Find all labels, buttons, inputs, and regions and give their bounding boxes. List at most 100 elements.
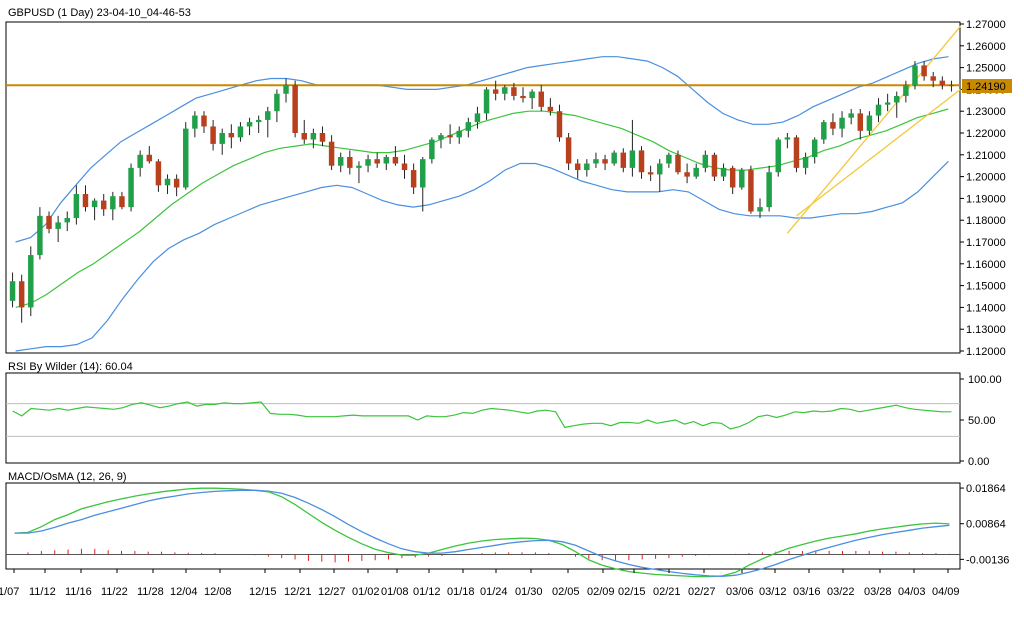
candle-body xyxy=(693,167,699,177)
candle-body xyxy=(502,87,508,94)
candle-body xyxy=(757,207,763,212)
candle-body xyxy=(274,93,280,112)
candle-body xyxy=(739,170,745,188)
candle-body xyxy=(192,115,198,129)
time-tick-label: 03/06 xyxy=(726,586,754,598)
candle-body xyxy=(255,119,262,123)
candle-body xyxy=(684,172,690,177)
candle-body xyxy=(46,215,52,229)
candle-body xyxy=(675,154,681,173)
rsi-y-axis: 100.00 50.00 0.00 xyxy=(960,374,1002,468)
macd-title: MACD/OsMA (12, 26, 9) xyxy=(8,471,127,483)
candle-body xyxy=(802,156,809,168)
signal-line xyxy=(14,489,950,577)
time-tick-label: 01/30 xyxy=(515,586,543,598)
candle-body xyxy=(511,87,517,96)
rsi-panel-frame[interactable] xyxy=(5,372,961,464)
candle-body xyxy=(173,178,180,188)
macd-panel-frame[interactable] xyxy=(5,482,961,570)
time-tick-label: 12/21 xyxy=(284,586,312,598)
candle-body xyxy=(483,89,490,114)
time-tick-label: 01/08 xyxy=(381,586,409,598)
candle-body xyxy=(100,200,107,210)
price-tick-label: 1.26000 xyxy=(966,41,1006,53)
candle-body xyxy=(875,104,882,116)
candle-body xyxy=(310,133,317,140)
candle-body xyxy=(420,159,426,188)
candle-body xyxy=(337,156,344,166)
channel-upper-line xyxy=(786,25,962,234)
candle-body xyxy=(821,122,827,140)
time-tick-label: 01/24 xyxy=(480,586,508,598)
time-tick-label: 1/07 xyxy=(0,586,19,598)
last-price-label: 1.24190 xyxy=(966,81,1006,93)
candle-body xyxy=(155,161,162,186)
channel-lower-line xyxy=(796,88,961,217)
candle-body xyxy=(401,163,408,171)
price-tick-label: 1.14000 xyxy=(966,302,1006,314)
candle-body xyxy=(18,281,25,308)
candle-body xyxy=(702,154,709,168)
time-tick-label: 12/04 xyxy=(170,586,198,598)
candle-body xyxy=(347,156,353,168)
candle-body xyxy=(565,137,572,164)
price-tick-label: 1.23000 xyxy=(966,106,1006,118)
candle-body xyxy=(383,156,390,164)
candle-body xyxy=(894,95,900,103)
time-tick-label: 02/05 xyxy=(552,586,580,598)
candle-body xyxy=(119,196,125,208)
candle-body xyxy=(584,163,590,171)
price-tick-label: 1.16000 xyxy=(966,259,1006,271)
candle-body xyxy=(948,85,955,87)
price-plot xyxy=(6,25,962,352)
candle-body xyxy=(228,133,235,138)
candle-body xyxy=(547,106,554,112)
candle-body xyxy=(37,215,43,256)
time-tick-label: 11/28 xyxy=(137,586,164,598)
rsi-title: RSI By Wilder (14): 60.04 xyxy=(8,361,133,373)
candle-body xyxy=(219,133,225,144)
last-price-badge xyxy=(962,79,1012,93)
price-tick-label: 1.22000 xyxy=(966,128,1006,140)
candle-body xyxy=(365,159,371,166)
rsi-tick-label: 100.00 xyxy=(968,374,1002,386)
candle-body xyxy=(811,139,818,157)
candle-body xyxy=(283,85,289,94)
candle-body xyxy=(657,163,663,175)
candle-body xyxy=(64,218,70,223)
candle-body xyxy=(647,172,654,175)
candle-body xyxy=(848,113,854,118)
price-tick-label: 1.27000 xyxy=(966,19,1006,31)
candle-body xyxy=(492,89,499,94)
candle-body xyxy=(574,163,581,171)
candle-body xyxy=(265,111,271,120)
candle-body xyxy=(183,128,189,188)
candle-body xyxy=(921,65,927,77)
candle-body xyxy=(620,152,627,168)
candle-body xyxy=(729,167,736,188)
time-tick-label: 03/28 xyxy=(864,586,892,598)
candle-body xyxy=(246,122,253,127)
bollinger-upper-line xyxy=(15,56,949,243)
macd-plot xyxy=(6,487,960,578)
price-panel-frame[interactable] xyxy=(5,21,961,354)
price-tick-label: 1.13000 xyxy=(966,324,1006,336)
candle-body xyxy=(128,167,134,208)
candle-body xyxy=(456,130,462,138)
candle-body xyxy=(328,141,335,166)
candle-body xyxy=(474,113,481,123)
candle-body xyxy=(82,194,89,208)
price-tick-label: 1.25000 xyxy=(966,63,1006,75)
price-tick-label: 1.12000 xyxy=(966,346,1006,358)
time-tick-label: 02/27 xyxy=(688,586,716,598)
candle-body xyxy=(465,122,472,131)
candle-body xyxy=(28,255,34,308)
time-tick-label: 12/08 xyxy=(204,586,232,598)
time-tick-label: 11/16 xyxy=(65,586,92,598)
time-tick-label: 03/12 xyxy=(759,586,787,598)
macd-tick-label: -0.00136 xyxy=(966,554,1009,566)
candle-body xyxy=(356,165,362,168)
candle-body xyxy=(237,126,244,138)
candle-body xyxy=(410,170,417,188)
